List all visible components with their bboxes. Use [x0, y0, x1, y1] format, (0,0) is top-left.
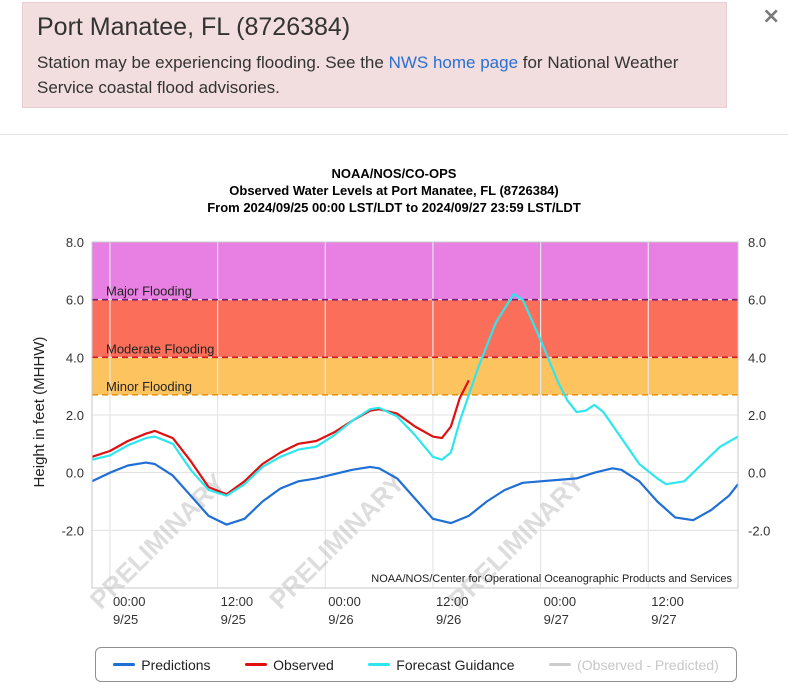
legend-swatch-predictions	[113, 663, 136, 666]
y-tick-label-right: 8.0	[748, 235, 766, 250]
y-tick-label-left: 2.0	[66, 408, 84, 423]
nws-home-link[interactable]: NWS home page	[388, 53, 519, 72]
y-tick-label-right: 0.0	[748, 466, 766, 481]
y-tick-label-right: 4.0	[748, 350, 766, 365]
x-tick-label-time: 12:00	[436, 594, 469, 609]
legend-label-forecast: Forecast Guidance	[396, 656, 515, 673]
y-tick-label-right: 2.0	[748, 408, 766, 423]
y-tick-label-right: -2.0	[748, 523, 770, 538]
y-tick-label-left: 6.0	[66, 293, 84, 308]
flood-alert: Port Manatee, FL (8726384) Station may b…	[22, 2, 727, 108]
y-axis-label: Height in feet (MHHW)	[31, 337, 48, 488]
y-tick-label-left: 4.0	[66, 350, 84, 365]
x-tick-label-time: 00:00	[544, 594, 577, 609]
x-tick-label-time: 00:00	[328, 594, 361, 609]
chart-title-line-1: NOAA/NOS/CO-OPS	[331, 166, 457, 181]
y-tick-label-right: 6.0	[748, 293, 766, 308]
legend-observed-minus-predicted[interactable]: (Observed - Predicted)	[549, 657, 719, 673]
legend-observed[interactable]: Observed	[245, 657, 334, 673]
flood-band-minor-flooding	[92, 357, 738, 395]
legend-label-difference: (Observed - Predicted)	[577, 656, 719, 673]
chart-title-line-2: Observed Water Levels at Port Manatee, F…	[229, 183, 559, 198]
y-tick-label-left: 8.0	[66, 235, 84, 250]
flood-band-moderate-flooding	[92, 299, 738, 358]
x-tick-label-date: 9/26	[328, 612, 353, 627]
alert-message: Station may be experiencing flooding. Se…	[37, 50, 712, 100]
x-tick-label-date: 9/27	[651, 612, 676, 627]
y-tick-label-left: 0.0	[66, 466, 84, 481]
alert-message-before: Station may be experiencing flooding. Se…	[37, 53, 389, 72]
series-line-predictions	[91, 461, 739, 526]
divider	[0, 134, 788, 135]
flood-label-minor-flooding: Minor Flooding	[106, 379, 192, 394]
legend-swatch-difference	[549, 663, 572, 666]
chart-legend: Predictions Observed Forecast Guidance (…	[95, 647, 737, 682]
plot-frame	[91, 241, 739, 589]
water-level-chart: Major Flooding Moderate Flooding Minor Flo…	[31, 235, 770, 627]
x-tick-label-date: 9/25	[221, 612, 246, 627]
alert-message-after: for National Weather Service coastal flo…	[37, 53, 679, 97]
x-tick-label-date: 9/26	[436, 612, 461, 627]
legend-forecast-guidance[interactable]: Forecast Guidance	[368, 656, 515, 673]
legend-swatch-forecast	[368, 663, 391, 666]
legend-label-predictions: Predictions	[141, 656, 211, 673]
chart-title-line-3: From 2024/09/25 00:00 LST/LDT to 2024/09…	[207, 200, 581, 215]
legend-swatch-observed	[245, 663, 268, 666]
legend-predictions[interactable]: Predictions	[113, 656, 211, 673]
x-tick-label-time: 00:00	[113, 594, 146, 609]
x-tick-label-time: 12:00	[651, 594, 684, 609]
x-tick-label-date: 9/27	[544, 612, 569, 627]
legend-label-observed: Observed	[273, 656, 334, 673]
x-tick-label-time: 12:00	[221, 594, 254, 609]
y-tick-label-left: -2.0	[62, 523, 84, 538]
flood-label-major-flooding: Major Flooding	[106, 284, 192, 299]
series-line-observed	[91, 379, 470, 496]
flood-label-moderate-flooding: Moderate Flooding	[106, 341, 214, 356]
station-title: Port Manatee, FL (8726384)	[37, 13, 351, 41]
series-line-forecast-guidance	[91, 292, 739, 497]
flood-band-major-flooding	[92, 242, 738, 300]
chart-credit: NOAA/NOS/Center for Operational Oceanogr…	[371, 573, 732, 585]
x-tick-label-date: 9/25	[113, 612, 138, 627]
chart-titles: NOAA/NOS/CO-OPS Observed Water Levels at…	[0, 165, 788, 216]
close-icon[interactable]: ×	[762, 4, 781, 29]
